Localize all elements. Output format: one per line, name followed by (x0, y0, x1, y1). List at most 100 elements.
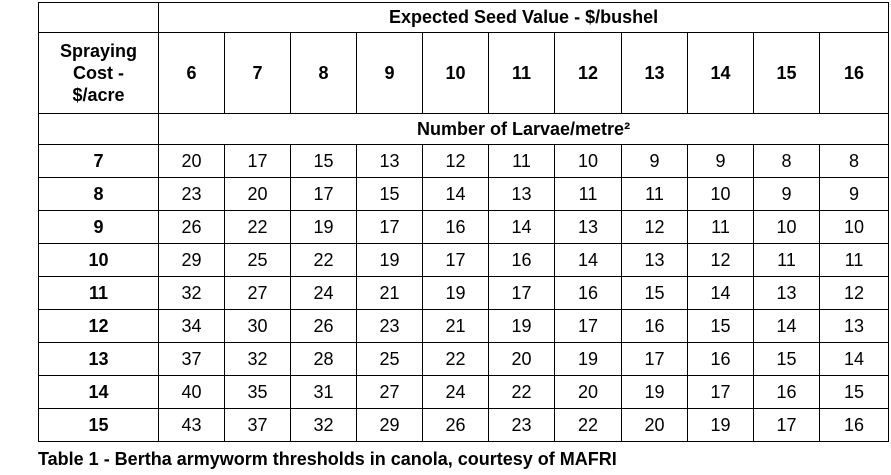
larvae-threshold-cell: 25 (356, 342, 423, 376)
table-row: 15 43 37 32 29 26 23 22 20 19 17 16 (38, 408, 890, 442)
table-row: 12 34 30 26 23 21 19 17 16 15 14 13 (38, 309, 890, 343)
larvae-threshold-cell: 14 (554, 243, 622, 277)
larvae-threshold-cell: 17 (687, 375, 754, 409)
title-row: Expected Seed Value - $/bushel (38, 2, 890, 33)
larvae-threshold-cell: 10 (554, 144, 622, 178)
larvae-threshold-cell: 14 (687, 276, 754, 310)
table-title: Expected Seed Value - $/bushel (157, 2, 890, 33)
larvae-threshold-cell: 21 (356, 276, 423, 310)
empty-corner-cell (38, 2, 159, 33)
larvae-threshold-cell: 14 (818, 342, 890, 376)
seed-value-header-cell: 13 (621, 32, 688, 114)
table-row: 10 29 25 22 19 17 16 14 13 12 11 11 (38, 243, 890, 277)
larvae-threshold-cell: 12 (621, 210, 688, 244)
larvae-threshold-cell: 17 (621, 342, 688, 376)
larvae-threshold-cell: 31 (290, 375, 357, 409)
larvae-threshold-cell: 15 (818, 375, 890, 409)
seed-value-header-cell: 7 (224, 32, 291, 114)
spraying-cost-cell: 11 (38, 276, 159, 310)
table-row: 14 40 35 31 27 24 22 20 19 17 16 15 (38, 375, 890, 409)
larvae-threshold-cell: 8 (818, 144, 890, 178)
table-row: 11 32 27 24 21 19 17 16 15 14 13 12 (38, 276, 890, 310)
spraying-cost-cell: 10 (38, 243, 159, 277)
larvae-threshold-cell: 16 (554, 276, 622, 310)
larvae-threshold-cell: 11 (687, 210, 754, 244)
larvae-threshold-cell: 15 (687, 309, 754, 343)
larvae-threshold-cell: 26 (158, 210, 225, 244)
larvae-threshold-cell: 20 (158, 144, 225, 178)
larvae-threshold-cell: 20 (621, 408, 688, 442)
larvae-threshold-cell: 13 (753, 276, 820, 310)
table-caption: Table 1 - Bertha armyworm thresholds in … (38, 449, 617, 469)
larvae-threshold-cell: 19 (290, 210, 357, 244)
larvae-threshold-cell: 15 (621, 276, 688, 310)
larvae-threshold-cell: 13 (818, 309, 890, 343)
empty-subheader-cell (38, 113, 159, 145)
spraying-cost-cell: 9 (38, 210, 159, 244)
larvae-threshold-cell: 19 (554, 342, 622, 376)
larvae-threshold-cell: 21 (422, 309, 489, 343)
spraying-cost-header: Spraying Cost - $/acre (38, 32, 159, 114)
spraying-cost-cell: 14 (38, 375, 159, 409)
larvae-threshold-cell: 22 (224, 210, 291, 244)
larvae-threshold-cell: 9 (621, 144, 688, 178)
larvae-threshold-cell: 12 (422, 144, 489, 178)
larvae-threshold-cell: 24 (422, 375, 489, 409)
seed-value-header-cell: 10 (422, 32, 489, 114)
larvae-threshold-cell: 19 (621, 375, 688, 409)
larvae-threshold-cell: 13 (488, 177, 555, 211)
larvae-threshold-cell: 27 (224, 276, 291, 310)
table-row: 13 37 32 28 25 22 20 19 17 16 15 14 (38, 342, 890, 376)
stub-header-line: Cost - (73, 63, 124, 83)
larvae-threshold-cell: 9 (818, 177, 890, 211)
seed-value-header-cell: 16 (818, 32, 890, 114)
larvae-threshold-cell: 23 (488, 408, 555, 442)
seed-value-header-cell: 11 (488, 32, 555, 114)
larvae-threshold-cell: 24 (290, 276, 357, 310)
larvae-threshold-cell: 17 (488, 276, 555, 310)
larvae-threshold-cell: 28 (290, 342, 357, 376)
larvae-threshold-cell: 11 (488, 144, 555, 178)
larvae-threshold-cell: 30 (224, 309, 291, 343)
larvae-threshold-cell: 19 (422, 276, 489, 310)
larvae-threshold-cell: 17 (356, 210, 423, 244)
larvae-threshold-cell: 15 (290, 144, 357, 178)
larvae-threshold-cell: 16 (687, 342, 754, 376)
larvae-threshold-cell: 11 (554, 177, 622, 211)
larvae-threshold-cell: 16 (422, 210, 489, 244)
larvae-threshold-cell: 20 (488, 342, 555, 376)
larvae-threshold-cell: 26 (422, 408, 489, 442)
larvae-threshold-cell: 11 (753, 243, 820, 277)
larvae-threshold-cell: 14 (753, 309, 820, 343)
larvae-threshold-cell: 13 (356, 144, 423, 178)
larvae-threshold-cell: 22 (554, 408, 622, 442)
larvae-threshold-cell: 29 (356, 408, 423, 442)
larvae-threshold-cell: 16 (753, 375, 820, 409)
stub-header-line: $/acre (72, 85, 125, 105)
larvae-threshold-cell: 16 (621, 309, 688, 343)
larvae-threshold-cell: 20 (554, 375, 622, 409)
seed-value-header-cell: 8 (290, 32, 357, 114)
threshold-table: Expected Seed Value - $/bushel Spraying … (38, 2, 890, 442)
table-row: 8 23 20 17 15 14 13 11 11 10 9 9 (38, 177, 890, 211)
seed-value-header-row: Spraying Cost - $/acre 6 7 8 9 10 11 12 13 14 15 1… (38, 32, 890, 114)
larvae-threshold-cell: 32 (224, 342, 291, 376)
larvae-threshold-cell: 16 (818, 408, 890, 442)
table-row: 9 26 22 19 17 16 14 13 12 11 10 10 (38, 210, 890, 244)
larvae-threshold-cell: 26 (290, 309, 357, 343)
seed-value-header-cell: 15 (753, 32, 820, 114)
larvae-threshold-cell: 22 (422, 342, 489, 376)
larvae-threshold-cell: 8 (753, 144, 820, 178)
larvae-threshold-cell: 12 (687, 243, 754, 277)
table-row: 7 20 17 15 13 12 11 10 9 9 8 8 (38, 144, 890, 178)
larvae-threshold-cell: 20 (224, 177, 291, 211)
table-body: Expected Seed Value - $/bushel Spraying … (38, 2, 890, 442)
larvae-threshold-cell: 23 (356, 309, 423, 343)
larvae-threshold-cell: 17 (422, 243, 489, 277)
larvae-threshold-cell: 35 (224, 375, 291, 409)
stub-header-line: Spraying (59, 41, 138, 61)
larvae-threshold-cell: 13 (621, 243, 688, 277)
larvae-subheader-row: Number of Larvae/metre² (38, 113, 890, 145)
larvae-threshold-cell: 43 (158, 408, 225, 442)
larvae-threshold-cell: 10 (753, 210, 820, 244)
